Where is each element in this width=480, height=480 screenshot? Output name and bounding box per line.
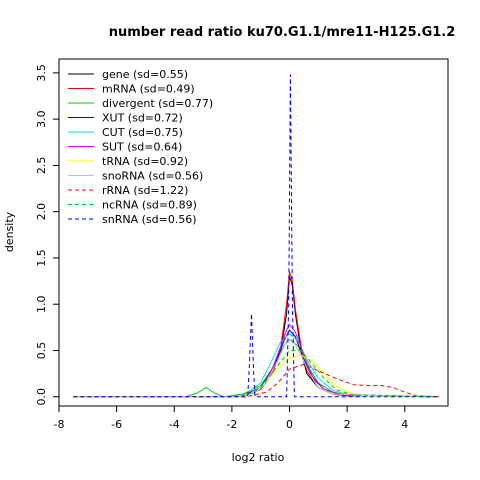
legend-label: rRNA (sd=1.22) bbox=[102, 184, 188, 197]
series-line bbox=[73, 338, 440, 398]
y-axis-label: density bbox=[3, 211, 16, 252]
series-layer bbox=[73, 74, 440, 398]
series-line bbox=[73, 338, 440, 398]
legend-label: gene (sd=0.55) bbox=[102, 68, 188, 81]
legend-label: tRNA (sd=0.92) bbox=[102, 155, 188, 168]
legend-label: snRNA (sd=0.56) bbox=[102, 213, 197, 226]
legend-label: mRNA (sd=0.49) bbox=[102, 83, 195, 96]
x-tick-label: -6 bbox=[111, 418, 122, 431]
x-tick-label: -4 bbox=[169, 418, 180, 431]
y-tick-label: 1.0 bbox=[35, 295, 48, 313]
series-line bbox=[73, 276, 440, 398]
y-tick-label: 0.0 bbox=[35, 388, 48, 406]
x-tick-label: 2 bbox=[344, 418, 351, 431]
series-line bbox=[73, 271, 440, 398]
x-tick-label: -8 bbox=[54, 418, 65, 431]
x-tick-label: -2 bbox=[226, 418, 237, 431]
y-tick-label: 0.5 bbox=[35, 342, 48, 360]
y-tick-label: 1.5 bbox=[35, 249, 48, 267]
x-tick-label: 4 bbox=[401, 418, 408, 431]
x-axis-label: log2 ratio bbox=[232, 451, 285, 464]
x-axis: -8 -6 -4 -2 0 2 4 bbox=[54, 406, 408, 431]
plot-frame bbox=[58, 58, 449, 407]
legend-label: ncRNA (sd=0.89) bbox=[102, 199, 197, 212]
legend-label: divergent (sd=0.77) bbox=[102, 97, 213, 110]
legend-label: SUT (sd=0.64) bbox=[102, 141, 182, 154]
y-tick-label: 3.0 bbox=[35, 110, 48, 128]
series-line bbox=[73, 350, 440, 398]
series-line bbox=[73, 363, 440, 398]
y-tick-label: 3.5 bbox=[35, 64, 48, 82]
y-axis: 0.0 0.5 1.0 1.5 2.0 2.5 3.0 3.5 bbox=[35, 64, 59, 405]
series-line bbox=[73, 74, 440, 398]
legend-label: CUT (sd=0.75) bbox=[102, 126, 183, 139]
legend-label: XUT (sd=0.72) bbox=[102, 112, 183, 125]
legend: gene (sd=0.55) mRNA (sd=0.49)divergent (s… bbox=[68, 68, 213, 226]
y-tick-label: 2.5 bbox=[35, 157, 48, 175]
legend-label: snoRNA (sd=0.56) bbox=[102, 170, 203, 183]
chart-title: number read ratio ku70.G1.1/mre11-H125.G… bbox=[109, 25, 456, 40]
y-tick-label: 2.0 bbox=[35, 203, 48, 221]
x-tick-label: 0 bbox=[286, 418, 293, 431]
